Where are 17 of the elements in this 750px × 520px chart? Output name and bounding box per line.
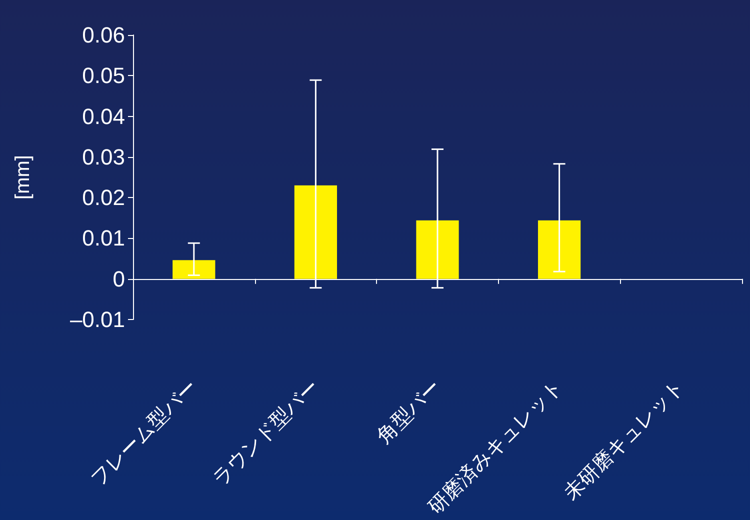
bar xyxy=(294,185,338,279)
x-tick-label: ラウンド型バー xyxy=(208,376,324,490)
y-tick-label: 0.03 xyxy=(82,144,125,170)
y-tick-label: 0.01 xyxy=(82,226,125,251)
y-tick-label: 0.02 xyxy=(82,185,125,210)
y-tick-label: 0 xyxy=(112,266,125,292)
y-tick-label: –0.01 xyxy=(70,307,125,332)
y-axis-title: [mm] xyxy=(12,155,34,200)
bar xyxy=(538,220,581,279)
x-tick-label: フレーム型バー xyxy=(87,376,202,490)
x-tick-label: 未研磨キュレット xyxy=(560,376,689,504)
y-tick-label: 0.06 xyxy=(82,22,125,48)
y-tick-label: 0.05 xyxy=(82,63,125,88)
bar xyxy=(172,260,216,279)
y-tick-label: 0.04 xyxy=(82,104,125,129)
bar xyxy=(416,220,459,279)
x-tick-label: 角型バー xyxy=(373,376,446,448)
